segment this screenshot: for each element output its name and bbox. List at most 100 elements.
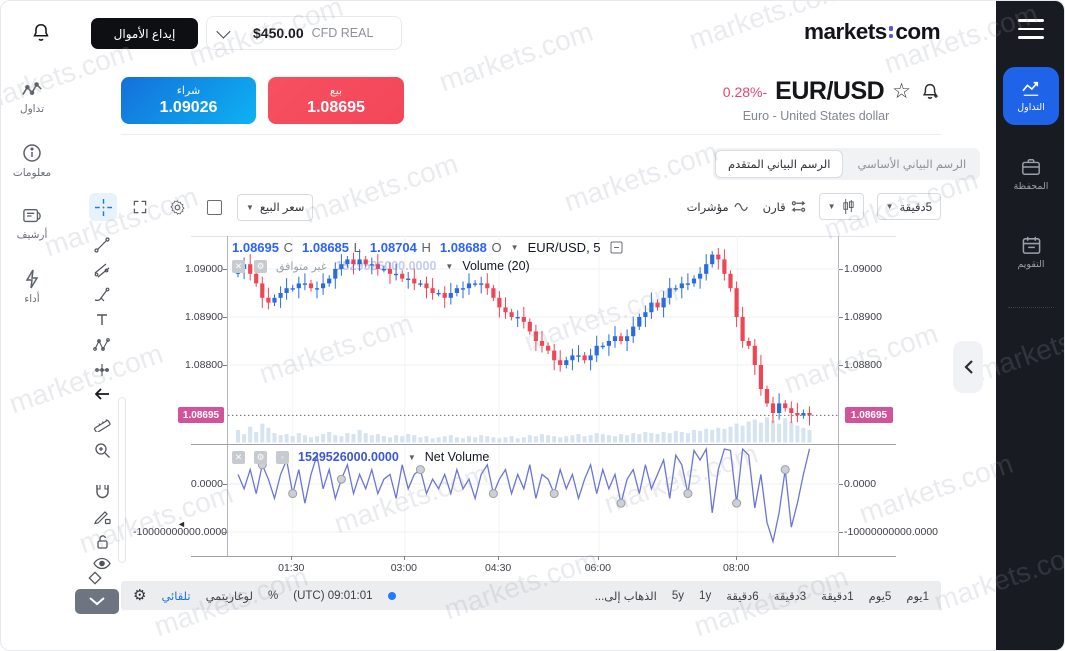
chart-plot-area[interactable]: EUR/USD, 5 ▼ 1.08688 O 1.08704 H 1.08685…: [227, 236, 840, 556]
panel-scroll-handle[interactable]: [118, 397, 126, 563]
sidebar-item-portfolio[interactable]: المحفظة: [1003, 145, 1059, 203]
price-axis-label: 1.08900: [185, 311, 223, 323]
left-nav-label: أداء: [24, 293, 40, 305]
scroll-left-arrow-icon[interactable]: ◄: [177, 519, 186, 529]
auto-scale-button[interactable]: تلقائي: [161, 590, 191, 603]
candlestick-chart: [228, 236, 840, 444]
collapse-toolbar-button[interactable]: [75, 589, 119, 614]
price-alert-bell-plus-icon[interactable]: [919, 81, 941, 103]
collapse-sidebar-button[interactable]: [953, 341, 983, 393]
goto-date-button[interactable]: الذهاب إلى...: [594, 590, 657, 603]
draw-tool-magnet[interactable]: [89, 479, 115, 503]
gear-icon[interactable]: ⚙: [133, 587, 147, 604]
net-axis-label: 0.0000: [190, 478, 223, 490]
price-axis-label: 1.08800: [844, 359, 882, 371]
indicators-button[interactable]: مؤشرات: [687, 200, 750, 214]
sidebar-item-label: المحفظة: [1013, 180, 1049, 192]
range-button[interactable]: 1y: [699, 589, 712, 602]
info-icon: [22, 143, 42, 163]
menu-button[interactable]: [1018, 19, 1044, 39]
logo-suffix: com: [895, 19, 941, 44]
trading-icon: [1020, 80, 1042, 98]
range-button[interactable]: 1دقيقة: [821, 590, 854, 603]
range-button[interactable]: 5يوم: [868, 590, 892, 603]
time-axis-label: 06:00: [584, 562, 611, 574]
ohlc-legend: EUR/USD, 5 ▼ 1.08688 O 1.08704 H 1.08685…: [232, 240, 623, 255]
draw-tool-text[interactable]: [89, 308, 115, 332]
draw-tool-drawing-lock[interactable]: [89, 504, 115, 528]
candle-style-checkbox[interactable]: [200, 193, 228, 221]
chevron-left-icon: [963, 360, 973, 374]
range-button[interactable]: 6دقيقة: [726, 590, 759, 603]
draw-tool-trend-line[interactable]: [89, 233, 115, 257]
watermark-text: markets.com: [5, 337, 167, 420]
compare-button[interactable]: قارن: [763, 200, 806, 214]
sidebar-item-calendar[interactable]: التقويم: [1003, 223, 1059, 281]
chart-style-dropdown[interactable]: ▼: [818, 193, 864, 220]
buy-button[interactable]: شراء 1.09026: [121, 77, 256, 124]
sell-button[interactable]: بيع 1.08695: [268, 77, 404, 124]
legend-symbol[interactable]: EUR/USD, 5: [527, 240, 601, 255]
legend-close: 1.08695 C: [232, 240, 294, 255]
account-type: CFD REAL: [311, 26, 374, 40]
log-scale-button[interactable]: لوغاريتمي: [205, 590, 253, 603]
draw-tool-forecast[interactable]: [89, 358, 115, 382]
net-volume-settings-icon[interactable]: ⚙: [254, 450, 267, 464]
draw-tool-zoom-in[interactable]: [89, 438, 115, 462]
left-nav-info[interactable]: معلومات: [13, 143, 51, 179]
timeframe-dropdown[interactable]: 5دقيقة ▼: [876, 193, 941, 220]
left-nav-trade[interactable]: تداول: [20, 81, 44, 115]
caret-down-icon: ▼: [885, 202, 894, 211]
price-axis-label: 1.09000: [844, 263, 882, 275]
draw-tool-lock[interactable]: [89, 529, 115, 553]
net-volume-title[interactable]: Net Volume: [424, 450, 490, 464]
notifications-bell-button[interactable]: [27, 19, 55, 47]
net-volume-value: 1529526000.0000: [298, 450, 399, 464]
chevron-down-icon: [89, 597, 105, 606]
draw-tool-brush[interactable]: [89, 283, 115, 307]
caret-down-icon: ▼: [827, 202, 836, 211]
draw-tool-ruler[interactable]: [89, 411, 115, 435]
sidebar-item-trading[interactable]: التداول: [1003, 67, 1059, 125]
draw-tool-xabcd-pattern[interactable]: [89, 333, 115, 357]
net-volume-more-icon[interactable]: ◦: [276, 450, 289, 464]
fullscreen-button[interactable]: [126, 193, 154, 221]
current-price-label: 1.08695: [845, 407, 893, 423]
net-volume-legend: Net Volume ▼ 1529526000.0000 ◦ ⚙ ✕: [232, 450, 489, 464]
time-axis-label: 04:30: [484, 562, 512, 574]
candlestick-icon: [842, 199, 854, 214]
panel-divider[interactable]: [191, 444, 896, 445]
left-nav-performance[interactable]: أداء: [24, 269, 40, 305]
price-source-dropdown[interactable]: سعر البيع ▼: [237, 193, 314, 221]
chart-settings-button[interactable]: [163, 193, 191, 221]
net-volume-remove-icon[interactable]: ✕: [232, 450, 245, 464]
volume-remove-icon[interactable]: ✕: [232, 259, 245, 273]
remove-drawings-button[interactable]: [87, 570, 103, 586]
logo-colon-icon: [888, 26, 894, 38]
caret-down-icon[interactable]: ▼: [445, 261, 454, 271]
draw-tool-gann-fan[interactable]: [89, 258, 115, 282]
range-button[interactable]: 5y: [671, 589, 685, 602]
account-selector[interactable]: $450.00 CFD REAL: [206, 16, 402, 50]
favorite-star-icon[interactable]: ☆: [892, 80, 911, 103]
left-nav-archive[interactable]: أرشيف: [17, 207, 47, 241]
chart-toolbar: سعر البيع ▼ 5دقيقة ▼ ▼ قارن: [89, 193, 941, 225]
draw-tool-hide-eye[interactable]: [89, 551, 115, 575]
tab-advanced-chart[interactable]: الرسم البياني المتقدم: [715, 150, 844, 178]
range-button[interactable]: 1يوم: [906, 590, 929, 603]
deposit-funds-button[interactable]: إيداع الأموال: [91, 18, 198, 49]
percent-scale-button[interactable]: %: [268, 589, 279, 602]
net-axis-label: 0.0000: [844, 478, 877, 490]
draw-tool-back-arrow[interactable]: [89, 382, 115, 406]
diamond-icon: [88, 571, 102, 585]
caret-down-icon[interactable]: ▼: [510, 243, 519, 252]
volume-settings-icon[interactable]: ⚙: [254, 259, 267, 273]
caret-down-icon[interactable]: ▼: [407, 452, 416, 462]
tab-basic-chart[interactable]: الرسم البياني الأساسي: [857, 159, 967, 171]
volume-title[interactable]: Volume (20): [462, 259, 530, 273]
timeframe-ranges-group: 1يوم 5يوم 1دقيقة 3دقيقة 6دقيقة 1y 5y الذهاب إلى…: [595, 589, 929, 603]
timezone-clock[interactable]: (UTC) 09:01:01: [293, 589, 373, 602]
range-button[interactable]: 3دقيقة: [773, 590, 807, 603]
crosshair-tool-button[interactable]: [89, 193, 117, 221]
collapse-legend-icon[interactable]: [610, 241, 623, 254]
